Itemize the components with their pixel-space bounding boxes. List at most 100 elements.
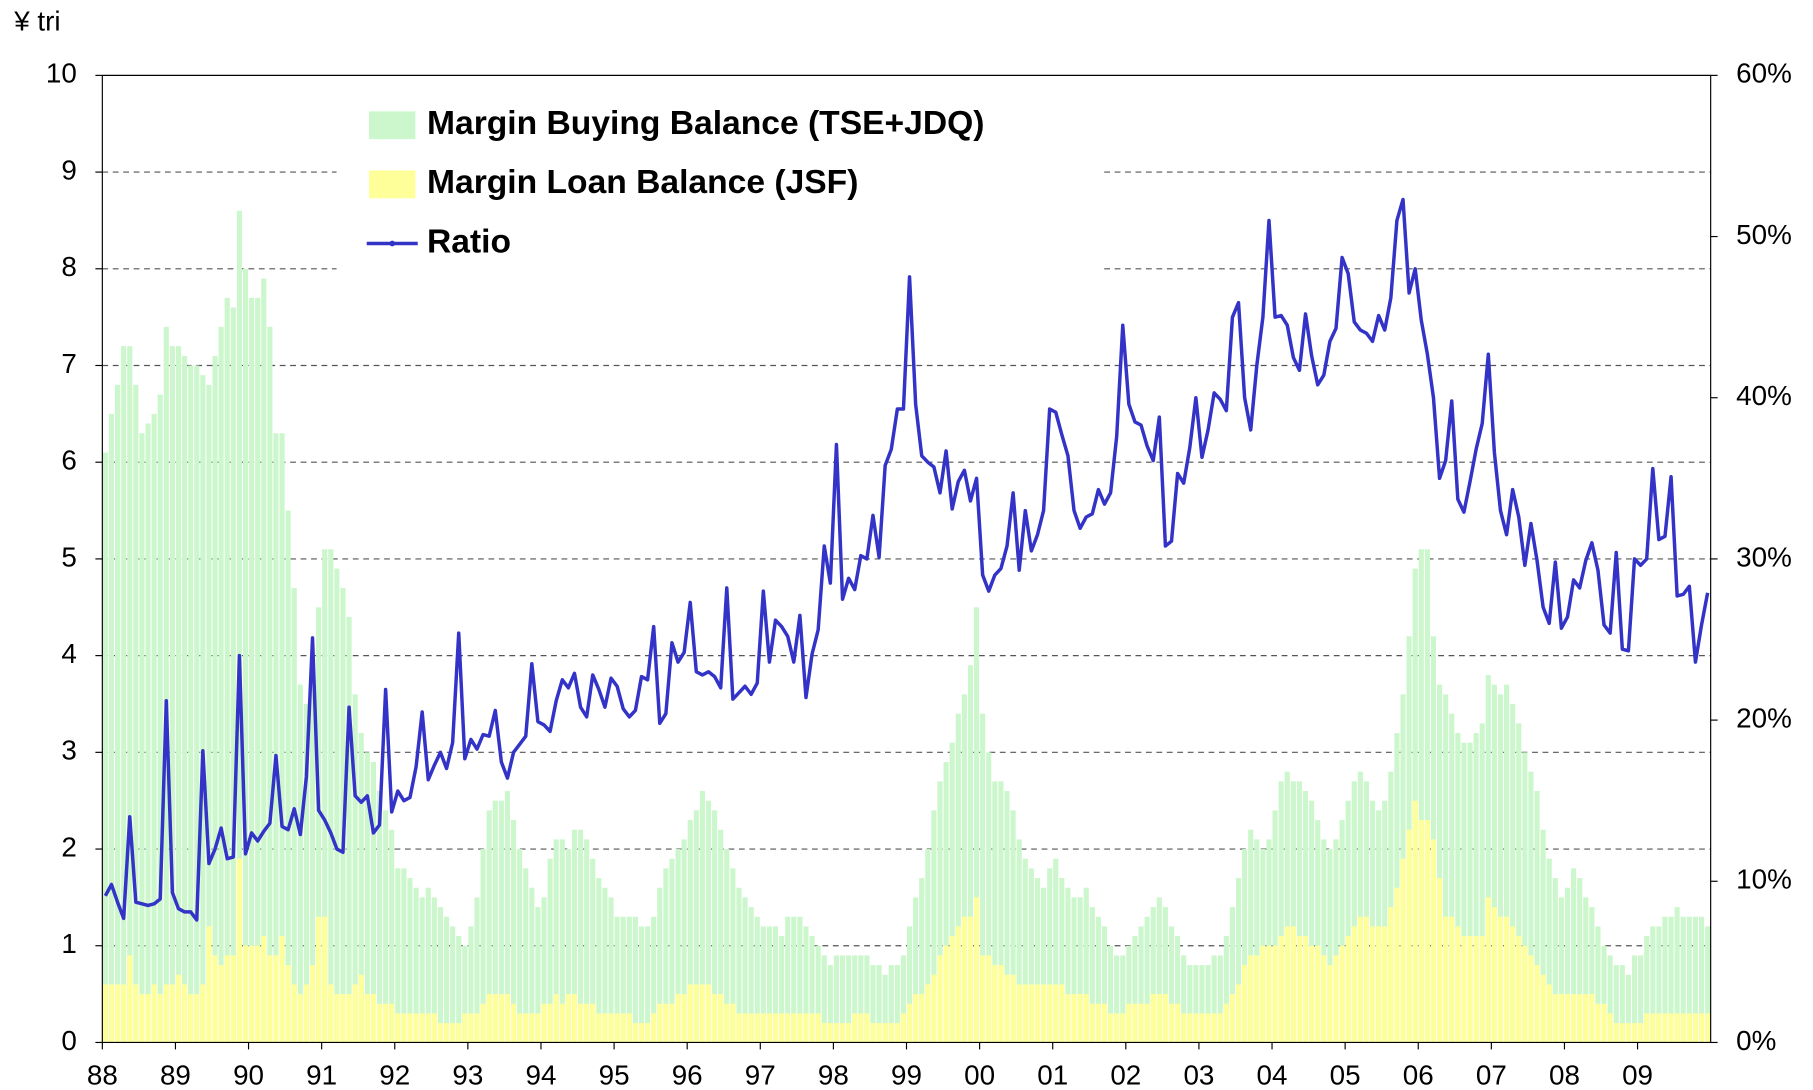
- bar: [1418, 549, 1424, 1043]
- bar: [925, 849, 931, 1043]
- bar: [1412, 800, 1418, 1043]
- bar: [450, 926, 456, 1043]
- bar: [200, 375, 206, 1043]
- bar: [1668, 916, 1674, 1043]
- bar: [1504, 916, 1510, 1043]
- bar: [1162, 994, 1168, 1043]
- x-tick-label: 00: [964, 1060, 995, 1090]
- bar: [462, 1013, 468, 1043]
- bar: [919, 994, 925, 1043]
- bar: [986, 955, 992, 1043]
- bar: [766, 926, 772, 1043]
- bar: [1034, 984, 1041, 1043]
- bar: [584, 839, 590, 1043]
- bar: [188, 994, 194, 1043]
- bar: [1089, 1003, 1095, 1043]
- bar: [1467, 742, 1473, 1043]
- bar: [1625, 974, 1631, 1043]
- bar: [529, 887, 535, 1043]
- bar: [1047, 868, 1053, 1043]
- bar: [1327, 849, 1333, 1043]
- bar: [1510, 703, 1516, 1043]
- bar: [334, 568, 340, 1043]
- bar: [1546, 984, 1552, 1043]
- bar: [1607, 1013, 1613, 1043]
- bar: [1443, 916, 1449, 1043]
- bar: [906, 926, 913, 1043]
- bar: [906, 1003, 913, 1043]
- bar: [992, 965, 998, 1043]
- bar: [718, 994, 724, 1043]
- y2-tick-label: 40%: [1736, 380, 1792, 411]
- bar: [127, 955, 133, 1043]
- bar: [1455, 926, 1461, 1043]
- bar: [1351, 781, 1357, 1043]
- bar: [1692, 1013, 1698, 1043]
- bar: [1290, 926, 1296, 1043]
- bar: [547, 1003, 553, 1043]
- bar: [718, 829, 724, 1043]
- bar: [1095, 916, 1101, 1043]
- bar: [1638, 1023, 1644, 1043]
- x-tick-label: 90: [233, 1060, 264, 1090]
- bar: [517, 1013, 523, 1043]
- bar: [1150, 994, 1156, 1043]
- bar: [297, 994, 303, 1043]
- bar: [553, 994, 559, 1043]
- bar: [182, 355, 188, 1043]
- bar: [1601, 1003, 1607, 1043]
- bar: [194, 365, 200, 1043]
- x-tick-label: 93: [452, 1060, 483, 1090]
- bar: [1522, 945, 1528, 1043]
- bar: [937, 781, 943, 1043]
- bar: [1686, 916, 1692, 1043]
- bar: [1497, 694, 1504, 1043]
- bar: [230, 307, 236, 1043]
- bar: [724, 849, 730, 1043]
- bar: [852, 955, 858, 1043]
- bar: [1680, 1013, 1686, 1043]
- bar: [437, 907, 444, 1043]
- bar: [1248, 955, 1254, 1043]
- y-tick-label: 10: [46, 58, 77, 89]
- bar: [681, 839, 687, 1043]
- bar: [285, 965, 291, 1043]
- bar: [1168, 926, 1175, 1043]
- bar: [578, 1003, 584, 1043]
- bar: [145, 423, 151, 1043]
- y2-tick-label: 20%: [1736, 702, 1792, 733]
- bar: [1461, 742, 1467, 1043]
- bar: [1449, 916, 1455, 1043]
- bar: [1138, 926, 1144, 1043]
- bar: [1369, 926, 1376, 1043]
- bar: [797, 916, 803, 1043]
- bar: [1424, 820, 1430, 1043]
- x-tick-label: 09: [1622, 1060, 1653, 1090]
- bar: [163, 984, 169, 1043]
- bar: [699, 984, 705, 1043]
- bar: [1491, 907, 1497, 1043]
- bar: [413, 887, 419, 1043]
- bar: [925, 984, 931, 1043]
- bar: [754, 916, 760, 1043]
- bar: [443, 1023, 450, 1043]
- bar: [139, 433, 145, 1043]
- bar: [638, 926, 645, 1043]
- bar: [1382, 800, 1388, 1043]
- bar: [1327, 965, 1333, 1043]
- bar: [1321, 955, 1327, 1043]
- bar: [1650, 1013, 1656, 1043]
- bar: [882, 974, 888, 1043]
- bar: [401, 868, 407, 1043]
- bar: [1010, 974, 1016, 1043]
- y2-tick-label: 50%: [1736, 219, 1792, 250]
- x-tick-label: 91: [306, 1060, 337, 1090]
- bar: [206, 926, 212, 1043]
- bar: [309, 965, 316, 1043]
- bar: [1650, 926, 1656, 1043]
- bar: [1467, 936, 1473, 1043]
- x-tick-label: 01: [1037, 1060, 1068, 1090]
- bar: [1686, 1013, 1692, 1043]
- bar: [1571, 994, 1577, 1043]
- bar: [492, 800, 498, 1043]
